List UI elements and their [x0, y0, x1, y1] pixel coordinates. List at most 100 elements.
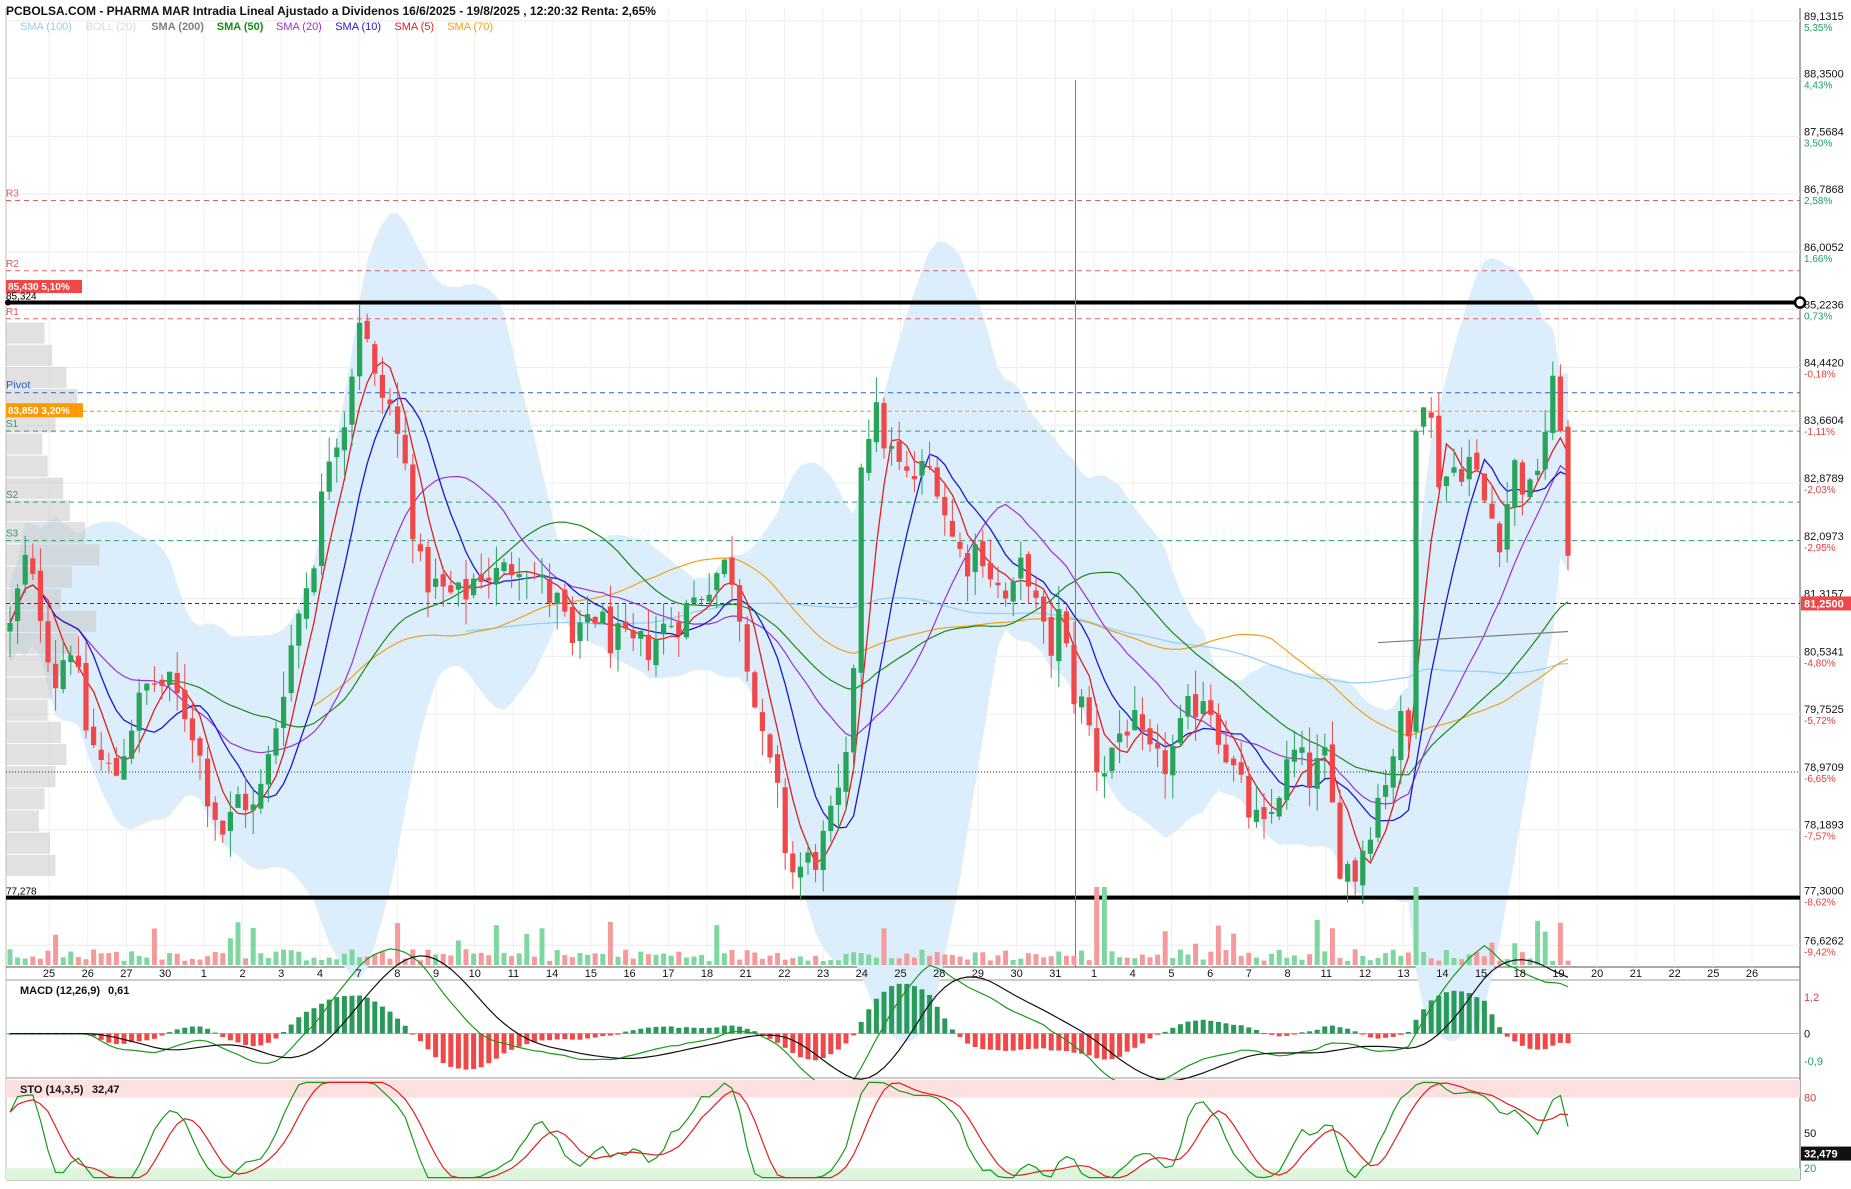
candle-body — [364, 320, 370, 339]
candle-body — [843, 752, 849, 792]
volume-bar — [942, 954, 948, 965]
candle-body — [1390, 756, 1396, 788]
volume-bar — [767, 955, 773, 965]
volume-profile-bar — [6, 477, 64, 499]
macd-histogram-bar — [387, 1011, 393, 1034]
macd-histogram-bar — [1124, 1033, 1130, 1052]
macd-histogram-bar — [205, 1028, 211, 1034]
volume-bar — [858, 953, 864, 965]
volume-bar — [1063, 955, 1069, 965]
macd-histogram-bar — [121, 1033, 127, 1044]
volume-bar — [531, 956, 537, 965]
candle-body — [585, 614, 591, 623]
level-s2-label: S2 — [6, 490, 19, 501]
macd-histogram-bar — [1504, 1033, 1510, 1037]
macd-histogram-bar — [1360, 1033, 1366, 1035]
level-pivot-label: Pivot — [6, 380, 30, 392]
candle-body — [1284, 759, 1290, 801]
macd-histogram-bar — [174, 1029, 180, 1034]
volume-bar — [1383, 953, 1389, 965]
macd-histogram-bar — [949, 1029, 955, 1034]
macd-histogram-bar — [311, 1008, 317, 1034]
volume-bar — [987, 960, 993, 965]
candle-body — [1375, 797, 1381, 838]
candle-body — [1003, 590, 1009, 599]
macd-histogram-bar — [759, 1033, 765, 1035]
volume-profile-bar — [6, 655, 61, 677]
macd-histogram-bar — [668, 1026, 674, 1034]
date-tick-label: 22 — [1668, 968, 1680, 980]
candle-body — [455, 582, 461, 590]
date-tick-label: 15 — [1475, 968, 1487, 980]
candle-body — [144, 683, 150, 691]
volume-bar — [904, 953, 910, 965]
volume-bar — [744, 950, 750, 965]
legend-entry: SMA (200) — [151, 21, 204, 33]
macd-histogram-bar — [1056, 1033, 1062, 1051]
candle-body — [965, 553, 971, 577]
percent-tick-label: -2,95% — [1804, 543, 1836, 554]
macd-histogram-bar — [835, 1033, 841, 1050]
candle-body — [934, 467, 940, 497]
volume-bar — [851, 952, 857, 965]
volume-bar — [387, 958, 393, 965]
date-tick-label: 24 — [856, 968, 868, 980]
macd-histogram-bar — [1109, 1033, 1115, 1060]
volume-bar — [729, 950, 735, 965]
volume-bar — [820, 961, 826, 965]
macd-histogram-bar — [288, 1024, 294, 1034]
volume-bar — [265, 958, 271, 965]
price-tick-label: 79,7525 — [1804, 704, 1844, 716]
candle-body — [1238, 762, 1244, 775]
volume-bar — [1261, 960, 1267, 965]
date-tick-label: 9 — [433, 968, 439, 980]
macd-histogram-bar — [790, 1033, 796, 1053]
sto-tick-label: 80 — [1804, 1093, 1816, 1105]
candle-body — [425, 546, 431, 593]
candle-body — [319, 491, 325, 566]
macd-histogram-bar — [813, 1033, 819, 1061]
volume-bar — [159, 959, 165, 965]
resistance-handle-left — [5, 299, 11, 306]
percent-tick-label: -5,72% — [1804, 716, 1836, 727]
macd-histogram-bar — [349, 995, 355, 1034]
macd-histogram-bar — [1535, 1033, 1541, 1050]
macd-histogram-bar — [1208, 1020, 1214, 1034]
volume-bar — [873, 957, 879, 965]
volume-bar — [319, 960, 325, 965]
candle-body — [341, 427, 347, 451]
volume-bar — [577, 953, 583, 965]
macd-histogram-bar — [410, 1033, 416, 1035]
macd-histogram-bar — [919, 989, 925, 1034]
legend-entry: SMA (100) — [20, 21, 72, 33]
macd-histogram-bar — [896, 983, 902, 1034]
candle-body — [1117, 733, 1123, 743]
volume-profile-bar — [6, 366, 67, 389]
candle-body — [98, 749, 104, 760]
volume-bar — [106, 953, 112, 965]
candle-body — [379, 374, 385, 398]
candle-body — [638, 631, 644, 639]
volume-bar — [1215, 925, 1221, 965]
candle-body — [197, 738, 203, 756]
volume-bar — [691, 956, 697, 965]
volume-bar — [1238, 956, 1244, 965]
candle-body — [22, 554, 28, 585]
volume-bar — [927, 955, 933, 965]
candle-body — [1208, 700, 1214, 715]
candle-body — [699, 599, 705, 601]
volume-bar — [562, 955, 568, 965]
candle-body — [577, 622, 583, 642]
candle-body — [759, 712, 765, 731]
candle-body — [1033, 590, 1039, 598]
macd-histogram-bar — [706, 1027, 712, 1034]
legend-entry: SMA (5) — [394, 21, 434, 33]
volume-bar — [357, 957, 363, 965]
candle-body — [1535, 470, 1541, 476]
macd-histogram-bar — [1322, 1026, 1328, 1034]
volume-profile-bar — [6, 499, 70, 522]
macd-histogram-bar — [303, 1011, 309, 1034]
macd-histogram-bar — [957, 1033, 963, 1037]
volume-bar — [638, 951, 644, 965]
macd-title: MACD (12,26,9) — [20, 985, 100, 997]
